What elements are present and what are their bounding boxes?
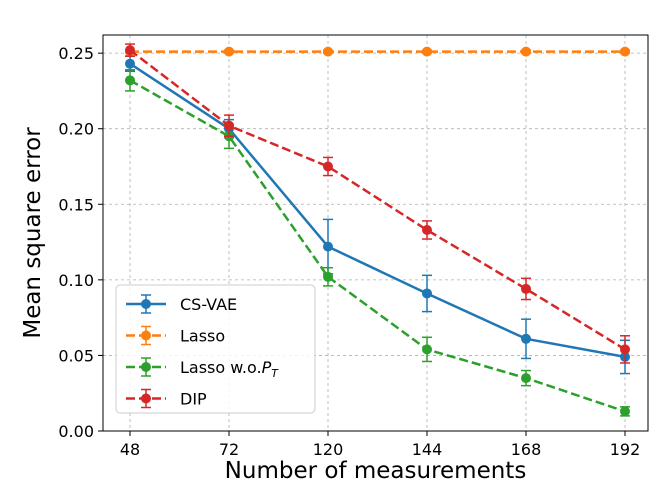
- x-tick-label: 48: [120, 440, 140, 459]
- data-point: [224, 120, 234, 131]
- legend-item-lasso: Lasso: [126, 325, 225, 346]
- data-point: [521, 333, 531, 344]
- data-point: [323, 161, 333, 172]
- legend-marker: [141, 362, 151, 372]
- series-lasso: [125, 46, 630, 57]
- series-line: [129, 49, 626, 351]
- legend-label: DIP: [180, 390, 207, 409]
- data-point: [422, 224, 432, 235]
- x-tick-label: 192: [610, 440, 641, 459]
- ticks: 0.00 0.05 0.10 0.15 0.20 0.25 48 72 120 144 168 192: [58, 44, 640, 459]
- data-point: [125, 45, 135, 56]
- data-point: [620, 46, 630, 57]
- data-point: [521, 46, 531, 57]
- legend-label: Lasso w.o.PT: [180, 358, 279, 380]
- y-tick-label: 0.20: [58, 120, 94, 139]
- legend: CS-VAE Lasso Lasso w.o.PT DIP: [115, 284, 316, 414]
- legend-marker: [141, 393, 151, 404]
- x-tick-label: 120: [313, 440, 344, 459]
- data-point: [224, 46, 234, 57]
- series-line: [129, 79, 626, 413]
- data-point: [521, 283, 531, 294]
- legend-item-cs-vae: CS-VAE: [126, 294, 237, 314]
- legend-item-lasso-w-o-t: Lasso w.o.PT: [126, 357, 279, 380]
- legend-marker: [141, 299, 151, 309]
- data-point: [521, 373, 531, 384]
- data-point: [422, 344, 432, 355]
- legend-label: CS-VAE: [180, 295, 237, 314]
- data-point: [323, 271, 333, 282]
- legend-item-dip: DIP: [126, 388, 207, 409]
- data-point: [620, 344, 630, 355]
- legend-box: [115, 284, 316, 414]
- y-tick-label: 0.15: [58, 195, 94, 214]
- series-line: [129, 62, 626, 359]
- series-lasso-w-o-t: [125, 69, 630, 417]
- x-axis-label: Number of measurements: [225, 458, 527, 484]
- y-tick-label: 0.25: [58, 44, 94, 63]
- legend-label: Lasso: [180, 327, 225, 346]
- y-tick-label: 0.05: [58, 346, 94, 365]
- x-tick-label: 168: [511, 440, 542, 459]
- y-axis-label: Mean square error: [20, 127, 46, 339]
- data-point: [323, 241, 333, 252]
- data-point: [422, 46, 432, 57]
- data-point: [125, 58, 135, 69]
- series-dip: [125, 43, 630, 364]
- data-point: [125, 75, 135, 86]
- data-point: [323, 46, 333, 57]
- x-tick-label: 72: [219, 440, 239, 459]
- x-tick-label: 144: [412, 440, 443, 459]
- y-tick-label: 0.00: [58, 422, 94, 441]
- data-point: [422, 288, 432, 299]
- legend-marker: [141, 330, 151, 341]
- series-layer: [125, 43, 630, 417]
- axes-frame: [102, 34, 649, 432]
- data-point: [620, 406, 630, 417]
- y-tick-label: 0.10: [58, 271, 94, 290]
